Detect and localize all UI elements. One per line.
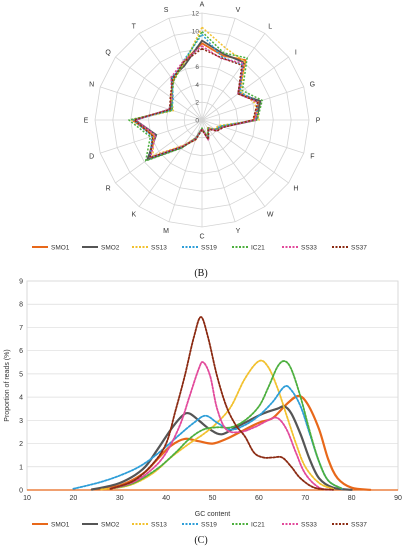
radar-axis-label: L xyxy=(268,24,272,31)
line-series-smo2 xyxy=(90,405,353,491)
radar-spoke xyxy=(201,86,304,121)
y-tick-label: 4 xyxy=(19,395,23,402)
radar-spoke xyxy=(100,119,203,154)
y-tick-label: 0 xyxy=(19,488,23,495)
radar-axis-label: E xyxy=(84,118,89,125)
x-tick-label: 40 xyxy=(162,495,170,502)
radar-axis-label: F xyxy=(310,153,314,160)
y-tick-label: 1 xyxy=(19,464,23,471)
legend-label-ss33: SS33 xyxy=(301,522,317,529)
radar-axis-label: N xyxy=(89,82,94,89)
legend-label-smo2: SMO2 xyxy=(101,245,120,252)
radar-axis-label: P xyxy=(316,118,321,125)
legend-label-ic21: IC21 xyxy=(251,522,265,529)
legend-label-ss13: SS13 xyxy=(151,522,167,529)
radar-tick-label: 4 xyxy=(195,82,199,89)
panel-c-label: (C) xyxy=(194,535,208,546)
radar-axis-label: G xyxy=(310,82,315,89)
radar-spoke xyxy=(201,119,304,154)
legend-label-smo1: SMO1 xyxy=(51,522,70,529)
line-series-ss13 xyxy=(100,359,334,491)
radar-chart: 0 2 4 6 8 10 12A V L I G P F H W Y C M K R D E N Q T S SMO1 SMO2 SS1… xyxy=(32,1,367,252)
radar-axis-label: S xyxy=(164,7,169,14)
radar-tick-label: 8 xyxy=(195,46,199,53)
radar-spoke xyxy=(201,18,236,121)
legend-label-ss13: SS13 xyxy=(151,245,167,252)
radar-axis-label: A xyxy=(200,1,205,8)
x-tick-label: 80 xyxy=(348,495,356,502)
legend-label-ss33: SS33 xyxy=(301,245,317,252)
y-tick-label: 5 xyxy=(19,371,23,378)
radar-axis-label: V xyxy=(236,7,241,14)
panel-b-label: (B) xyxy=(194,268,208,279)
legend-label-ss19: SS19 xyxy=(201,245,217,252)
legend-label-smo1: SMO1 xyxy=(51,245,70,252)
legend-label-ic21: IC21 xyxy=(251,245,265,252)
radar-series-ss37 xyxy=(133,47,259,159)
x-tick-label: 50 xyxy=(209,495,217,502)
x-tick-label: 30 xyxy=(116,495,124,502)
line-series-ss37 xyxy=(109,316,334,491)
radar-spoke xyxy=(201,33,266,121)
radar-axis-label: W xyxy=(267,211,274,218)
y-tick-label: 3 xyxy=(19,418,23,425)
line-series-ic21 xyxy=(109,360,344,490)
y-tick-label: 9 xyxy=(19,279,23,286)
legend-label-ss37: SS37 xyxy=(351,245,367,252)
radar-tick-label: 6 xyxy=(195,64,199,71)
legend-label-ss37: SS37 xyxy=(351,522,367,529)
line-series-ss33 xyxy=(109,361,334,491)
x-axis-title: GC content xyxy=(195,511,230,518)
radar-spoke xyxy=(168,18,203,121)
radar-tick-label: 12 xyxy=(192,11,200,18)
radar-axis-label: T xyxy=(132,24,137,31)
radar-axis-label: D xyxy=(89,153,94,160)
x-tick-label: 60 xyxy=(255,495,263,502)
radar-tick-label: 0 xyxy=(195,118,199,125)
y-tick-label: 2 xyxy=(19,441,23,448)
x-tick-label: 10 xyxy=(23,495,31,502)
radar-spoke xyxy=(201,56,289,121)
radar-series-ic21 xyxy=(128,30,263,162)
radar-spoke xyxy=(115,119,203,184)
legend-label-smo2: SMO2 xyxy=(101,522,120,529)
y-tick-label: 7 xyxy=(19,325,23,332)
radar-spoke xyxy=(115,56,203,121)
y-tick-label: 8 xyxy=(19,302,23,309)
radar-axis-label: Y xyxy=(236,228,241,235)
radar-axis-label: H xyxy=(293,186,298,193)
x-tick-label: 20 xyxy=(69,495,77,502)
radar-spoke xyxy=(100,86,203,121)
radar-axis-label: C xyxy=(199,234,204,241)
y-axis-title: Proportion of reads (%) xyxy=(4,349,11,421)
legend-label-ss19: SS19 xyxy=(201,522,217,529)
radar-tick-label: 2 xyxy=(195,100,199,107)
x-tick-label: 90 xyxy=(394,495,402,502)
radar-axis-label: K xyxy=(131,211,136,218)
x-tick-label: 70 xyxy=(301,495,309,502)
y-tick-label: 6 xyxy=(19,348,23,355)
radar-axis-label: Q xyxy=(105,49,111,56)
radar-axis-label: R xyxy=(106,186,111,193)
radar-tick-label: 10 xyxy=(192,28,200,35)
line-chart: 0 1 2 3 4 5 6 7 8 9 10 20 30 40 50 60 70 80 90 GC content Pr… xyxy=(4,279,402,529)
radar-spoke xyxy=(138,33,203,121)
radar-axis-label: I xyxy=(295,49,297,56)
radar-axis-label: M xyxy=(163,228,169,235)
radar-spoke xyxy=(201,119,266,207)
radar-spoke xyxy=(138,119,203,207)
